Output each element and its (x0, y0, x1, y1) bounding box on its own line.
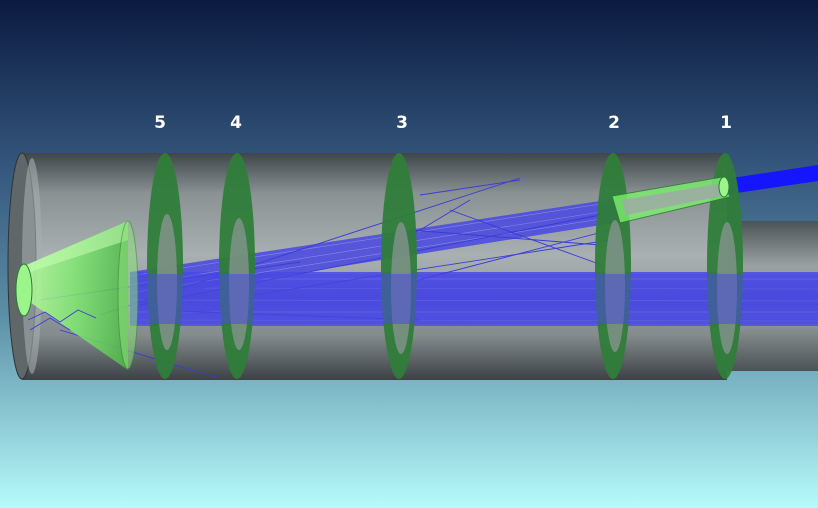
ring-2 (595, 153, 631, 379)
beam-overlay (130, 274, 818, 324)
ring-label-4: 4 (230, 113, 242, 133)
ring-label-2: 2 (608, 113, 620, 133)
ring-3 (381, 153, 417, 379)
transfer-pipe (611, 176, 731, 224)
ring-label-5: 5 (154, 113, 166, 133)
ring-label-1: 1 (720, 113, 732, 133)
ring-label-3: 3 (396, 113, 408, 133)
cone-target (15, 220, 139, 370)
exit-beam (712, 165, 818, 196)
ring-5 (147, 153, 183, 379)
ring-4 (219, 153, 255, 379)
